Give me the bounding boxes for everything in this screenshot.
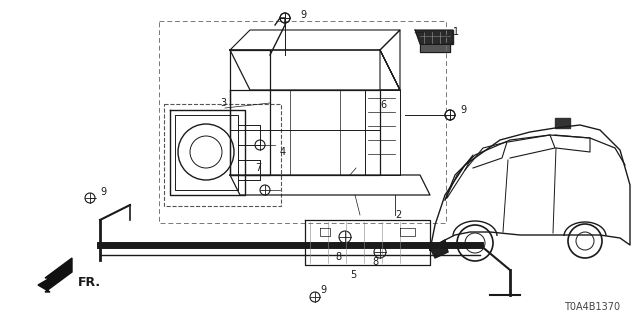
Text: 3: 3 (220, 98, 226, 108)
Text: 2: 2 (395, 210, 401, 220)
Text: 9: 9 (320, 285, 326, 295)
Text: FR.: FR. (78, 276, 101, 289)
Text: 5: 5 (350, 270, 356, 280)
Polygon shape (430, 240, 448, 258)
Text: 1: 1 (453, 27, 459, 37)
Polygon shape (420, 44, 450, 52)
Text: 7: 7 (255, 163, 261, 173)
Text: 9: 9 (300, 10, 306, 20)
Text: 8: 8 (335, 252, 341, 262)
Text: 9: 9 (100, 187, 106, 197)
Text: 9: 9 (460, 105, 466, 115)
Text: 4: 4 (280, 147, 286, 157)
Text: 8: 8 (372, 257, 378, 267)
Text: T0A4B1370: T0A4B1370 (564, 302, 620, 312)
Polygon shape (415, 30, 453, 44)
Polygon shape (555, 118, 570, 128)
Text: 6: 6 (380, 100, 386, 110)
Polygon shape (38, 258, 72, 292)
